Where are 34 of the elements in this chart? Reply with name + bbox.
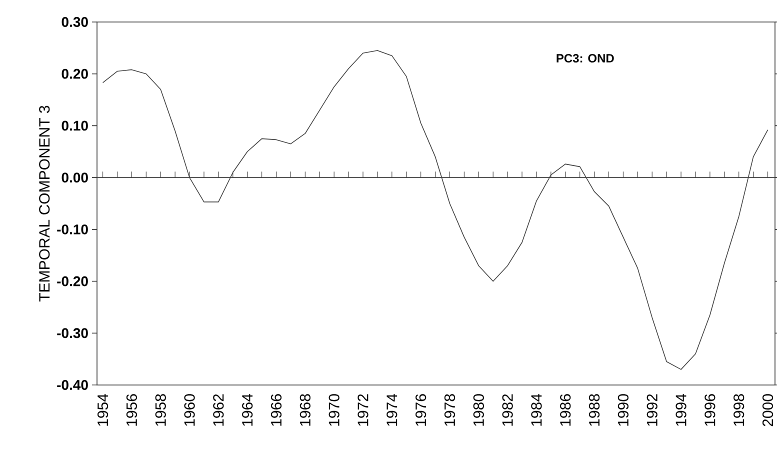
y-tick-label: -0.30 (57, 328, 88, 338)
x-tick-label: 1966 (270, 394, 282, 426)
x-tick-label: 1964 (242, 394, 253, 426)
y-tick-label: -0.10 (57, 224, 88, 234)
x-tick-label: 1988 (588, 394, 600, 426)
x-tick-label: 1994 (676, 394, 686, 426)
annotation: PC3: OND (556, 54, 614, 63)
x-tick-label: 1958 (155, 394, 166, 426)
y-tick-label: 0.30 (62, 17, 88, 27)
x-tick-label: 1990 (618, 394, 629, 426)
x-tick-label: 1960 (184, 394, 195, 426)
x-tick-label: 1982 (502, 394, 513, 426)
x-tick-label: 1998 (734, 394, 744, 426)
x-tick-label: 1980 (473, 394, 484, 426)
x-tick-label: 1962 (213, 394, 224, 426)
y-tick-label: -0.40 (57, 380, 88, 390)
y-tick-label: 0.10 (62, 120, 88, 131)
x-tick-label: 1992 (646, 394, 658, 426)
x-tick-label: 1968 (300, 394, 310, 426)
y-tick-label: 0.20 (62, 68, 88, 79)
x-tick-label: 1970 (328, 394, 340, 426)
x-tick-label: 1974 (386, 394, 398, 426)
x-tick-label: 1972 (358, 394, 368, 426)
x-tick-label: 2000 (762, 394, 774, 426)
y-tick-label: 0.00 (62, 172, 88, 183)
x-tick-label: 1986 (560, 394, 571, 426)
x-tick-label: 1978 (444, 394, 456, 426)
x-tick-label: 1956 (126, 394, 138, 426)
x-tick-label: 1976 (416, 394, 426, 426)
x-tick-label: 1996 (704, 394, 716, 426)
x-tick-label: 1984 (531, 394, 542, 426)
x-tick-label: 1954 (97, 394, 108, 426)
y-axis-title: TEMPORAL COMPONENT 3 (39, 106, 50, 302)
y-tick-label: -0.20 (57, 276, 88, 286)
